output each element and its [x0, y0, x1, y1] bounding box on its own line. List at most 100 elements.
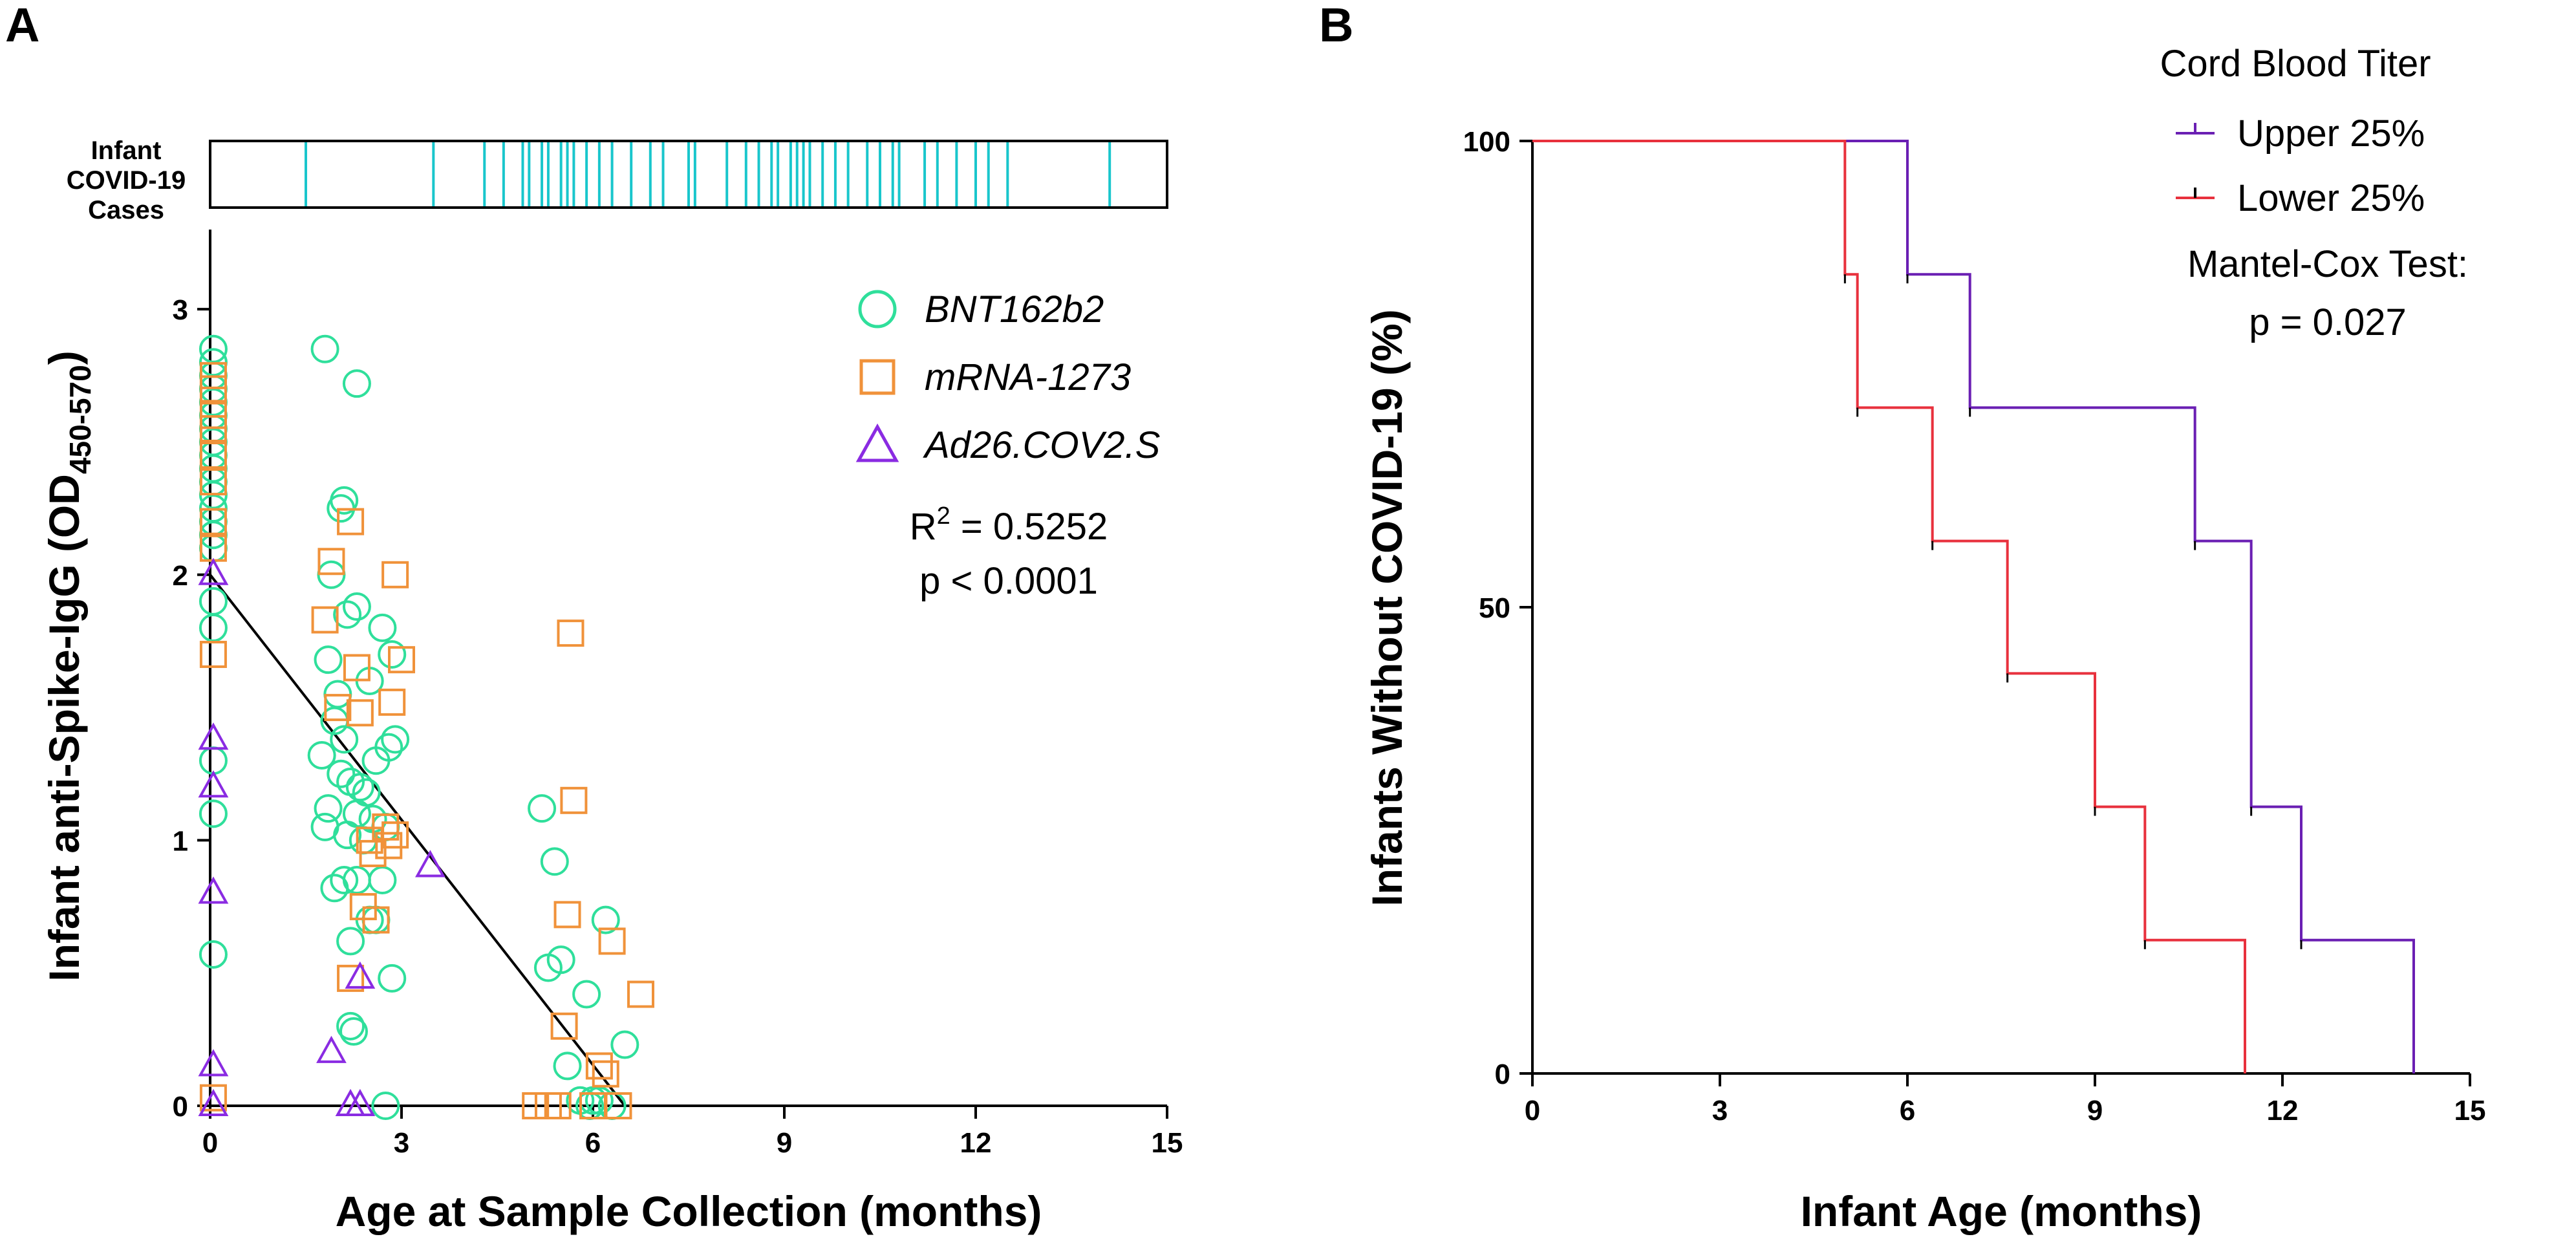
data-point-bnt162b2 [345, 773, 374, 802]
case-strip-label-1: Infant [91, 136, 162, 165]
data-point-bnt162b2 [553, 1051, 582, 1081]
data-point-bnt162b2 [368, 865, 397, 894]
data-point-ad26 [198, 876, 229, 904]
data-point-bnt162b2 [378, 964, 407, 993]
data-point-bnt162b2 [546, 945, 575, 975]
data-point-mrna-1273 [311, 606, 339, 634]
r2-value: = 0.5252 [950, 506, 1108, 548]
x-tick-label: 0 [202, 1127, 218, 1159]
data-point-ad26 [316, 1035, 347, 1063]
y-tick-label: 0 [1495, 1059, 1510, 1090]
data-point-mrna-1273 [199, 375, 227, 403]
data-point-mrna-1273 [381, 561, 409, 588]
data-point-bnt162b2 [540, 847, 569, 876]
data-point-bnt162b2 [199, 587, 228, 616]
panel-a-legend: BNT162b2 mRNA-1273 Ad26.COV2.S [855, 288, 1161, 466]
data-point-mrna-1273 [362, 906, 390, 934]
data-point-mrna-1273 [598, 927, 626, 955]
y-tick-label: 2 [173, 560, 188, 592]
data-point-bnt162b2 [371, 1092, 400, 1120]
data-point-bnt162b2 [327, 759, 356, 788]
panel-b: B 0 3 6 9 12 15 0 50 100 Infant Age (months) Inf… [1319, 0, 2485, 1235]
data-point-mrna-1273 [199, 508, 227, 535]
data-point-ad26 [345, 1088, 376, 1116]
legend-title: Cord Blood Titer [2160, 43, 2431, 85]
data-point-ad26 [198, 1088, 229, 1116]
panel-b-ticks: 0 3 6 9 12 15 0 50 100 [1463, 126, 2486, 1126]
data-point-bnt162b2 [336, 927, 365, 956]
y-tick-label: 100 [1463, 126, 1510, 158]
mantel-cox-p: p = 0.027 [2249, 301, 2407, 343]
data-point-bnt162b2 [199, 799, 228, 828]
data-point-bnt162b2 [572, 980, 601, 1009]
data-point-bnt162b2 [199, 746, 228, 775]
data-point-mrna-1273 [550, 1012, 578, 1040]
data-point-mrna-1273 [199, 1084, 227, 1112]
data-point-ad26 [198, 557, 229, 585]
data-point-bnt162b2 [199, 613, 228, 642]
y-label-main: Infant anti-Spike-IgG (OD [40, 474, 88, 982]
data-point-mrna-1273 [337, 508, 365, 535]
x-tick-label: 15 [1152, 1127, 1183, 1159]
panel-b-curves [1532, 140, 2415, 1073]
x-tick-label: 15 [2454, 1095, 2486, 1126]
legend-mrna-1273: mRNA-1273 [925, 356, 1131, 398]
data-point-mrna-1273 [378, 688, 406, 716]
legend-triangle-icon [855, 423, 899, 462]
panel-b-y-label: Infants Without COVID-19 (%) [1363, 309, 1411, 906]
legend-ad26: Ad26.COV2.S [923, 424, 1161, 466]
x-tick-label: 12 [960, 1127, 992, 1159]
r-squared-annotation: R2 = 0.5252 [910, 502, 1108, 548]
data-point-mrna-1273 [553, 901, 581, 929]
x-tick-label: 3 [394, 1127, 409, 1159]
data-point-bnt162b2 [307, 741, 336, 770]
legend-circle-icon [858, 290, 897, 329]
data-point-mrna-1273 [317, 548, 345, 576]
case-strip-lines [305, 142, 1111, 206]
panel-b-letter: B [1319, 0, 1353, 52]
data-point-ad26 [198, 1049, 229, 1077]
data-point-mrna-1273 [544, 1092, 572, 1119]
data-point-ad26 [198, 770, 229, 798]
data-point-mrna-1273 [560, 786, 588, 814]
data-point-bnt162b2 [378, 640, 407, 669]
legend-square-icon [859, 359, 896, 395]
regression-line [209, 574, 626, 1107]
data-point-bnt162b2 [199, 940, 228, 969]
data-point-mrna-1273 [592, 1060, 619, 1088]
data-point-mrna-1273 [199, 468, 227, 496]
legend-upper: Upper 25% [2237, 113, 2425, 155]
data-point-mrna-1273 [388, 646, 415, 674]
panel-b-x-label: Infant Age (months) [1801, 1187, 2202, 1235]
data-point-bnt162b2 [342, 592, 371, 621]
y-tick-label: 0 [173, 1091, 188, 1123]
data-point-mrna-1273 [557, 620, 585, 647]
panel-a-points [198, 334, 654, 1120]
y-tick-label: 50 [1479, 592, 1510, 624]
r2-prefix: R [910, 506, 937, 548]
data-point-mrna-1273 [359, 839, 387, 867]
data-point-ad26 [198, 722, 229, 750]
panel-a-x-label: Age at Sample Collection (months) [336, 1187, 1042, 1235]
data-point-mrna-1273 [605, 1092, 632, 1119]
data-point-bnt162b2 [314, 645, 343, 674]
data-point-mrna-1273 [375, 832, 403, 859]
data-point-bnt162b2 [361, 746, 391, 775]
data-point-bnt162b2 [342, 369, 371, 398]
y-tick-label: 1 [173, 825, 188, 857]
r2-superscript: 2 [937, 502, 950, 530]
y-label-subscript: 450-570 [63, 365, 97, 474]
data-point-mrna-1273 [381, 821, 409, 849]
data-point-bnt162b2 [333, 600, 362, 629]
x-tick-label: 3 [1712, 1095, 1728, 1126]
mantel-cox-label: Mantel-Cox Test: [2187, 243, 2468, 285]
case-strip-box [209, 140, 1168, 209]
data-point-bnt162b2 [333, 821, 362, 850]
case-strip-label-2: COVID-19 [67, 166, 186, 195]
data-point-bnt162b2 [310, 334, 339, 363]
panel-b-legend: Cord Blood Titer Upper 25% Lower 25% Man… [2160, 43, 2468, 343]
legend-bnt162b2: BNT162b2 [925, 288, 1104, 330]
